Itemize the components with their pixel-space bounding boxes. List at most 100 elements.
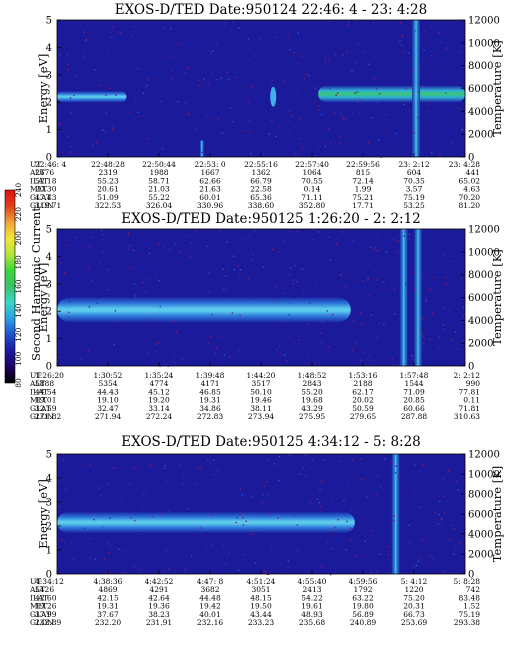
noise-pixel [319,505,322,508]
noise-pixel [108,545,111,547]
noise-pixel [394,472,397,474]
ephemeris-value: 326.04 [146,201,172,210]
noise-pixel [179,251,181,253]
y-right-tick-label: 8000 [468,61,493,72]
noise-pixel [217,78,219,81]
noise-pixel [300,455,302,458]
noise-pixel [177,42,180,45]
ephemeris-value: 50.59 [352,404,374,413]
ephemeris-value: 42.64 [148,593,170,602]
ephemeris-value: 22:46: 4 [35,160,67,169]
noise-pixel [360,458,362,460]
noise-pixel [302,292,304,294]
noise-pixel [375,546,377,548]
noise-pixel [439,336,441,338]
noise-pixel [212,514,214,516]
noise-pixel [383,132,385,134]
noise-pixel [445,283,448,285]
ephemeris-value: 38.11 [250,404,271,413]
noise-pixel [59,123,62,125]
noise-pixel [150,319,152,321]
noise-pixel [215,347,218,349]
noise-pixel [298,473,301,475]
ephemeris-value: 37.99 [35,610,57,619]
noise-pixel [63,272,66,274]
noise-pixel [326,310,328,312]
noise-pixel [262,153,265,155]
noise-pixel [151,516,153,518]
noise-pixel [413,289,415,291]
spectral-blob [270,86,277,107]
ephemeris-value: 66.73 [403,610,425,619]
noise-pixel [346,520,348,523]
noise-pixel [319,471,321,473]
noise-pixel [208,462,211,464]
ephemeris-value: 43.29 [301,404,323,413]
noise-pixel [327,346,330,348]
noise-pixel [59,54,61,57]
noise-pixel [203,78,205,80]
ephemeris-value: 42.60 [35,593,57,602]
noise-pixel [409,541,411,543]
ephemeris-value: 352.80 [299,201,325,210]
noise-pixel [346,51,348,53]
noise-pixel [266,459,269,461]
noise-pixel [278,346,281,348]
noise-pixel [341,116,343,118]
y-right-axis-label: Temperature [K] [490,40,504,137]
noise-pixel [403,235,405,237]
ephemeris-value: 21.63 [199,185,221,194]
noise-pixel [210,514,212,517]
noise-pixel [177,490,179,492]
noise-pixel [69,345,71,347]
noise-pixel [367,278,369,280]
colorbar-scale [4,189,16,384]
noise-pixel [463,495,465,497]
noise-pixel [65,244,68,247]
noise-pixel [232,21,234,23]
noise-pixel [177,100,179,103]
noise-pixel [323,459,325,461]
noise-pixel [248,277,250,279]
noise-pixel [289,267,292,269]
noise-pixel [163,26,165,29]
noise-pixel [429,288,432,291]
noise-pixel [251,85,254,87]
ephemeris-value: 0.14 [304,185,321,194]
noise-pixel [397,476,400,478]
ephemeris-value: 1:44:20 [247,371,276,380]
y-right-tick-label: 12000 [468,16,500,27]
ephemeris-value: 19.31 [199,396,220,405]
noise-pixel [309,467,312,469]
noise-pixel [314,282,316,284]
noise-pixel [109,517,111,519]
noise-pixel [439,130,441,132]
noise-pixel [360,312,362,314]
noise-pixel [190,255,192,258]
noise-pixel [255,63,257,65]
noise-pixel [206,245,208,248]
noise-pixel [57,85,60,87]
ephemeris-row-label: MLT [30,602,47,611]
noise-pixel [303,77,305,80]
noise-pixel [434,512,436,514]
noise-pixel [320,332,322,334]
noise-pixel [356,91,359,93]
noise-pixel [182,358,184,361]
noise-pixel [103,558,106,560]
noise-pixel [453,553,455,555]
noise-pixel [396,251,399,253]
noise-pixel [377,475,379,477]
noise-pixel [115,94,117,96]
noise-pixel [102,484,104,487]
noise-pixel [119,31,122,34]
noise-pixel [102,233,104,236]
ephemeris-value: 293.38 [454,618,480,627]
ephemeris-value: 272.83 [197,412,223,421]
noise-pixel [60,262,62,264]
noise-pixel [216,42,218,44]
noise-pixel [294,342,296,345]
ephemeris-value: 1:26:20 [35,371,64,380]
noise-pixel [278,456,281,458]
noise-pixel [143,503,145,505]
